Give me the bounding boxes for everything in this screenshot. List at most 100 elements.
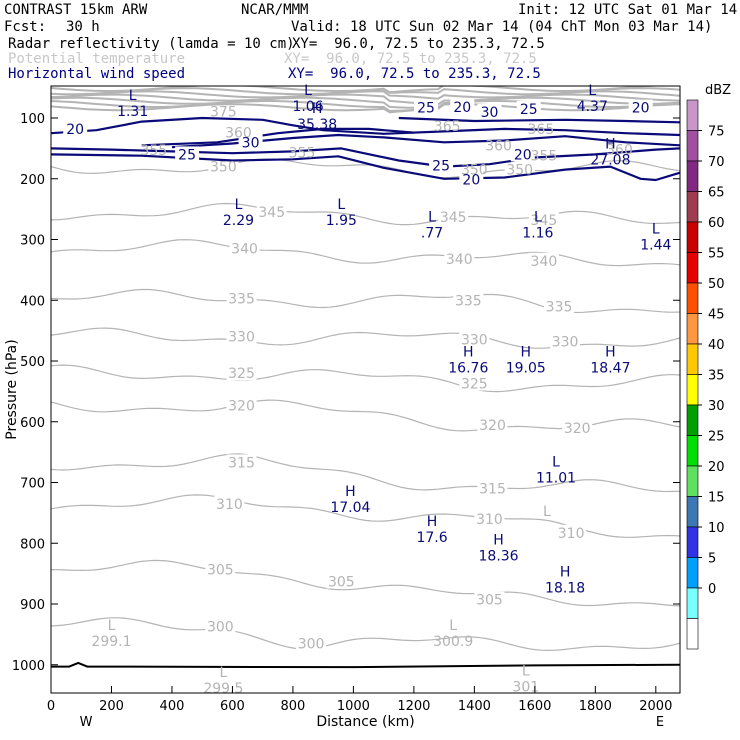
wind-contour-label: 20	[453, 100, 471, 116]
wind-label-bg	[429, 157, 454, 173]
x-tick-label: 1200	[397, 699, 430, 714]
isentrope-315	[51, 453, 680, 493]
upper-isentrope	[51, 96, 680, 109]
colorbar-swatch	[686, 404, 699, 436]
theta-label: 305	[476, 593, 503, 609]
theta-label: 310	[216, 497, 243, 513]
forecast-label: Fcst:	[4, 19, 47, 35]
theta-label-bg	[453, 292, 484, 308]
wind-contour-label: 20	[514, 147, 532, 163]
extremum-value: 301	[512, 680, 539, 696]
colorbar-label: 50	[708, 277, 725, 292]
extremum-l-marker: L	[449, 618, 457, 634]
colorbar-label: 15	[708, 491, 725, 506]
theta-label-bg	[550, 333, 581, 349]
theta-label: 330	[228, 330, 255, 346]
extremum-l-marker: L	[534, 209, 542, 225]
field-wind-xy: XY= 96.0, 72.5 to 235.3, 72.5	[288, 66, 541, 82]
valid-time: Valid: 18 UTC Sun 02 Mar 14 (04 ChT Mon …	[291, 19, 713, 35]
extremum-value: .77	[421, 225, 443, 241]
theta-label: 335	[546, 299, 573, 315]
wind-contour-label: 20	[632, 101, 650, 117]
wind-contour	[171, 133, 680, 149]
theta-label: 305	[328, 575, 355, 591]
y-tick-label: 400	[20, 294, 45, 309]
colorbar-label: 75	[708, 125, 725, 140]
colorbar-label: 70	[708, 155, 725, 170]
theta-label-bg	[256, 204, 287, 220]
wind-contour-label: 25	[520, 102, 538, 118]
extremum-l-marker: L	[543, 504, 551, 520]
theta-label: 315	[228, 455, 255, 471]
colorbar-swatch	[686, 130, 699, 162]
theta-label: 330	[552, 335, 579, 351]
west-label: W	[80, 715, 93, 730]
isentrope-305	[51, 559, 680, 607]
theta-label: 325	[228, 366, 255, 382]
extremum-l-marker: L	[219, 665, 227, 681]
colorbar-swatch	[686, 282, 699, 314]
isentrope-330	[51, 327, 680, 349]
isentrope-300	[51, 617, 680, 652]
y-tick-label: 300	[20, 234, 45, 249]
colorbar-label: 65	[708, 186, 725, 201]
theta-label-bg	[477, 416, 508, 432]
x-axis-label: Distance (km)	[316, 714, 414, 730]
upper-isentrope	[51, 90, 680, 100]
theta-label: 350	[210, 160, 237, 176]
wind-contour-label: 25	[417, 101, 435, 117]
theta-label-bg	[229, 240, 260, 256]
extremum-value: 2.29	[223, 213, 254, 229]
y-tick-label: 500	[20, 355, 45, 370]
isentrope-350	[51, 158, 680, 179]
theta-label-bg	[205, 561, 236, 577]
wind-contour	[51, 153, 680, 182]
theta-label: 310	[476, 512, 503, 528]
colorbar-swatch	[686, 526, 699, 558]
theta-label-bg	[208, 158, 239, 174]
colorbar-label: 25	[708, 430, 725, 445]
wind-label-bg	[63, 120, 88, 136]
theta-label-bg	[528, 252, 559, 268]
field-theta-name: Potential temperature	[8, 51, 186, 67]
extremum-h-marker: H	[560, 565, 571, 581]
theta-label-bg	[562, 419, 593, 435]
field-wind-name: Horizontal wind speed	[8, 66, 186, 82]
theta-label: 320	[479, 418, 506, 434]
wind-contour	[141, 127, 414, 147]
colorbar-label: 60	[708, 216, 725, 231]
extremum-h-marker: H	[493, 532, 504, 548]
colorbar-label: 10	[708, 521, 725, 536]
colorbar-swatch	[686, 465, 699, 497]
extremum-l-marker: L	[552, 455, 560, 471]
x-tick-label: 600	[220, 699, 245, 714]
colorbar-swatch	[686, 618, 699, 650]
y-tick-label: 100	[20, 112, 45, 127]
y-tick-label: 1000	[12, 659, 45, 674]
theta-label: 345	[258, 205, 285, 221]
upper-isentrope	[51, 103, 680, 114]
colorbar-swatch	[686, 374, 699, 406]
colorbar-unit: dBZ	[705, 83, 731, 98]
wind-label-bg	[459, 171, 484, 187]
upper-theta-label: 355	[140, 143, 167, 159]
plot-frame	[50, 85, 681, 694]
east-label: E	[656, 715, 664, 730]
extremum-l-marker: L	[522, 664, 530, 680]
extremum-value: 18.47	[590, 361, 630, 377]
upper-theta-label: 365	[528, 122, 555, 138]
y-axis-label: Pressure (hPa)	[4, 339, 20, 439]
theta-label: 320	[564, 421, 591, 437]
upper-isentrope	[51, 93, 680, 106]
extremum-value: 17.6	[416, 530, 447, 546]
theta-label: 340	[446, 252, 473, 268]
wind-label-bg	[628, 99, 653, 115]
colorbar-label: 0	[708, 582, 716, 597]
theta-label-bg	[544, 298, 575, 314]
theta-label: 340	[531, 254, 558, 270]
theta-label-bg	[477, 480, 508, 496]
colorbar-label: 40	[708, 338, 725, 353]
upper-theta-label: 360	[485, 138, 512, 154]
extremum-value: 17.04	[330, 500, 370, 516]
